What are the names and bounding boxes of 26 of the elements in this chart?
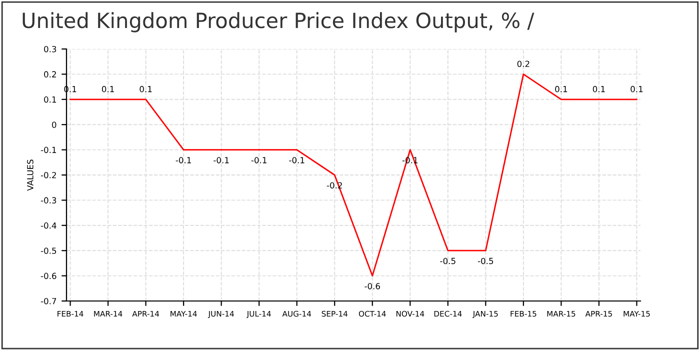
data-label: 0.2 — [517, 60, 530, 68]
data-label: 0.1 — [592, 86, 605, 92]
data-label: -0.6 — [364, 283, 380, 290]
y-tick-label: -0.4 — [40, 222, 56, 229]
data-label: -0.1 — [289, 157, 304, 164]
data-label: -0.5 — [478, 258, 494, 264]
y-axis-title: VALUES — [27, 160, 34, 191]
y-tick-label: -0.1 — [40, 146, 56, 154]
data-label: 0.1 — [630, 86, 643, 92]
y-tick-label: 0.3 — [44, 46, 56, 52]
data-label: -0.1 — [176, 157, 191, 164]
y-tick-label: -0.7 — [40, 298, 56, 304]
y-tick-label: -0.3 — [40, 197, 56, 204]
data-label: -0.1 — [214, 157, 229, 164]
data-label: -0.1 — [251, 157, 266, 164]
data-label: -0.5 — [440, 258, 456, 264]
y-tick-label: 0 — [52, 122, 56, 128]
chart-title: United Kingdom Producer Price Index Output, % / — [22, 12, 534, 32]
y-tick-label: -0.6 — [40, 272, 56, 280]
y-tick-label: 0.1 — [44, 96, 56, 103]
data-label: 0.1 — [102, 86, 114, 92]
data-label: 0.1 — [140, 86, 152, 92]
y-tick-label: -0.2 — [40, 172, 56, 178]
y-tick-label: -0.5 — [40, 248, 56, 254]
data-label: 0.1 — [555, 86, 568, 92]
y-tick-label: 0.2 — [44, 71, 56, 78]
